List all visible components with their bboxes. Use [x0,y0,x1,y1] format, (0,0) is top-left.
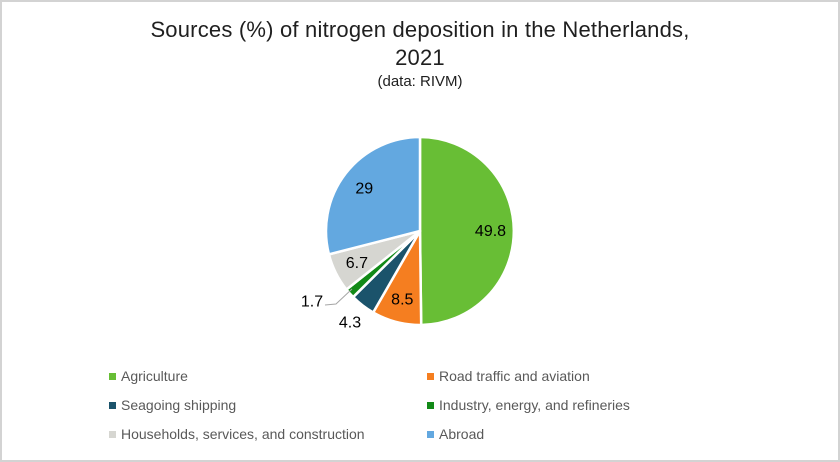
pie-slice-agriculture [418,135,516,327]
chart-title: Sources (%) of nitrogen deposition in th… [2,16,838,72]
legend-item-households-services-and-construction: Households, services, and construction [109,425,427,443]
legend-label: Seagoing shipping [121,397,237,413]
legend-item-agriculture: Agriculture [109,367,427,385]
legend-swatch-icon [427,372,434,380]
legend-swatch-icon [427,430,434,438]
legend-item-road-traffic-and-aviation: Road traffic and aviation [427,367,630,385]
legend-label: Industry, energy, and refineries [439,397,630,413]
data-label-households-services-and-construction: 6.7 [346,255,368,272]
pie-chart: 49.8 8.5 4.3 1.7 6.7 29 [301,135,516,331]
chart-title-line-2: 2021 [395,45,445,70]
legend-label: Agriculture [121,368,188,384]
legend-label: Abroad [439,426,485,442]
data-label-abroad: 29 [355,180,373,197]
chart-legend: Agriculture Road traffic and aviation Seag… [109,367,630,443]
data-label-industry-energy-and-refineries: 1.7 [301,294,323,311]
legend-label: Households, services, and construction [121,426,365,442]
data-label-road-traffic-and-aviation: 8.5 [391,292,413,309]
legend-item-abroad: Abroad [427,425,630,443]
pie-slice-abroad [324,135,422,256]
legend-swatch-icon [427,401,434,409]
legend-item-seagoing-shipping: Seagoing shipping [109,396,427,414]
leader-line-industry-energy-and-refineries [324,288,353,306]
legend-item-industry-energy-and-refineries: Industry, energy, and refineries [427,396,630,414]
chart-title-line-1: Sources (%) of nitrogen deposition in th… [150,17,690,42]
data-label-seagoing-shipping: 4.3 [339,314,361,331]
legend-swatch-icon [109,401,116,409]
chart-subtitle: (data: RIVM) [377,73,463,90]
legend-swatch-icon [109,372,116,380]
legend-swatch-icon [109,430,116,438]
legend-label: Road traffic and aviation [439,368,590,384]
data-label-agriculture: 49.8 [475,223,506,240]
